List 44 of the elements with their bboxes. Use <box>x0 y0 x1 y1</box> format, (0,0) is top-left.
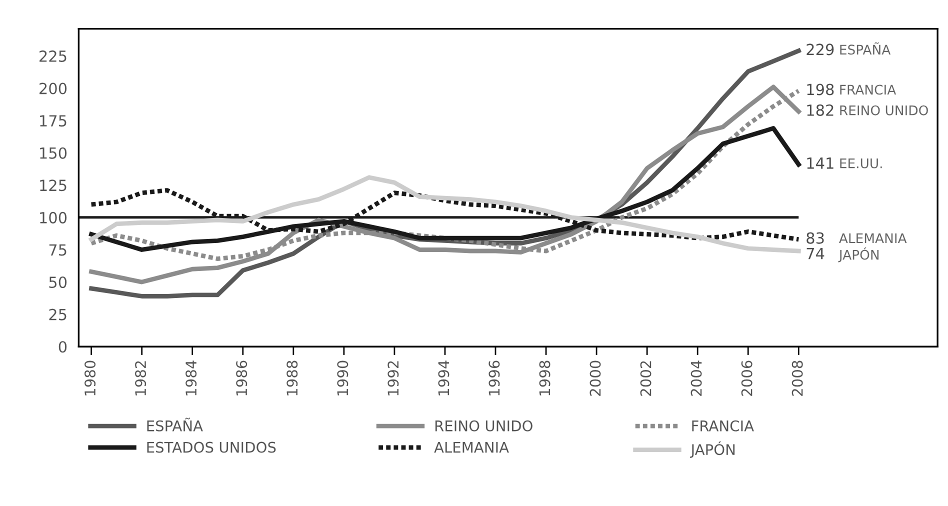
x-tick-label: 1986 <box>236 360 248 396</box>
x-tick-label: 2008 <box>792 360 803 396</box>
annotation: REINO UNIDO <box>840 105 928 116</box>
y-tick-label: 75 <box>49 244 66 256</box>
x-tick-label: 1996 <box>488 360 500 396</box>
data-label: 74 <box>806 248 824 260</box>
data-label: 182 <box>807 104 834 116</box>
data-label: 229 <box>806 44 834 56</box>
annotation: ESPAÑA <box>840 42 891 55</box>
y-tick-label: 50 <box>49 276 67 288</box>
data-label: 198 <box>807 84 834 96</box>
annotation: ALEMANIA <box>839 233 907 244</box>
line-series <box>89 175 801 254</box>
x-tick-label: 2002 <box>640 361 652 396</box>
legend-label: ESPAÑA <box>147 418 203 432</box>
legend-label: JAPÓN <box>690 441 735 458</box>
x-tick-label: 2000 <box>590 360 601 396</box>
data-label: 83 <box>806 232 824 244</box>
x-tick-label: 2006 <box>741 360 752 396</box>
y-tick-label: 225 <box>40 50 66 62</box>
x-tick-label: 1988 <box>286 360 298 396</box>
x-tick-label: 1998 <box>539 360 550 396</box>
legend-label: ESTADOS UNIDOS <box>147 442 276 453</box>
y-tick-label: 25 <box>49 308 66 320</box>
x-tick-label: 2004 <box>690 360 702 396</box>
y-tick-label: 0 <box>58 341 67 353</box>
data-label: 141 <box>807 158 834 169</box>
legend-label: REINO UNIDO <box>435 420 532 432</box>
x-tick-label: 1992 <box>388 361 399 396</box>
annotation: EE.UU. <box>840 158 882 168</box>
y-tick-label: 200 <box>40 82 67 94</box>
y-tick-label: 125 <box>40 180 66 192</box>
x-tick-label: 1994 <box>438 360 450 396</box>
annotation: FRANCIA <box>840 84 896 95</box>
legend-label: FRANCIA <box>692 420 754 432</box>
y-tick-label: 150 <box>40 147 67 159</box>
x-tick-label: 1980 <box>84 360 96 396</box>
annotation: JAPÓN <box>838 247 879 262</box>
legend-label: ALEMANIA <box>434 442 509 453</box>
y-tick-label: 100 <box>40 212 67 224</box>
x-tick-label: 1984 <box>186 360 197 396</box>
x-tick-label: 1990 <box>337 360 348 396</box>
y-tick-label: 175 <box>40 115 66 127</box>
x-tick-label: 1982 <box>135 361 146 396</box>
